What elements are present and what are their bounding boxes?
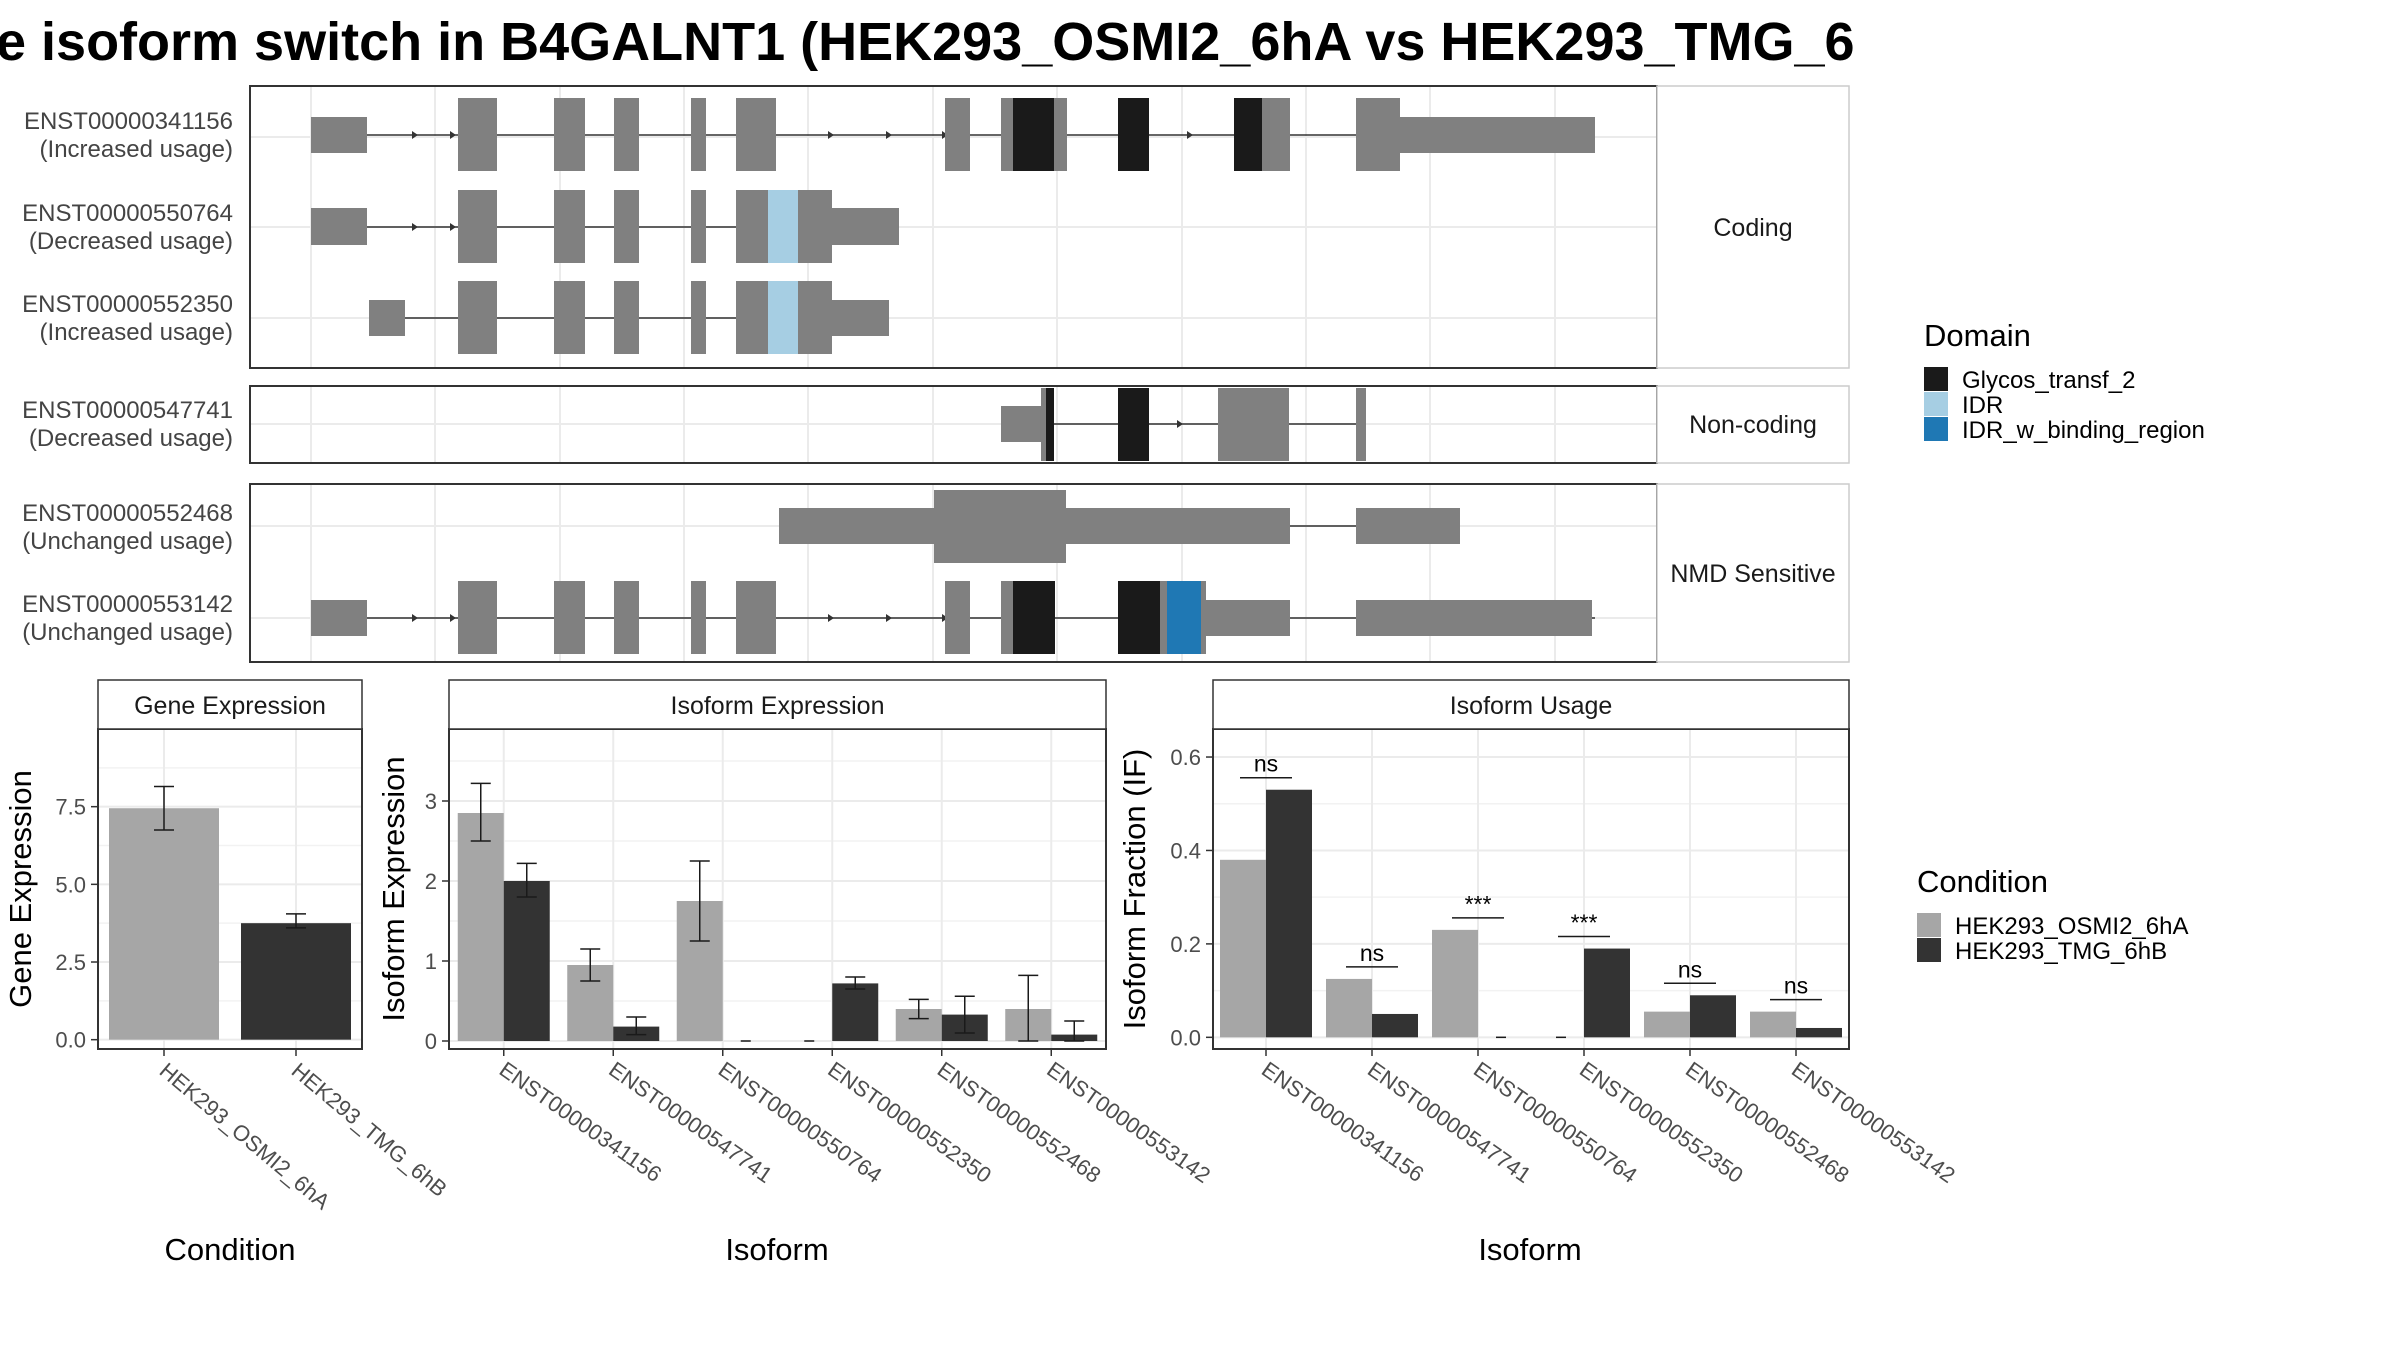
transcript-track-ENST00000552350 — [369, 281, 889, 354]
transcript-track-ENST00000552468 — [779, 490, 1460, 563]
bar — [503, 881, 550, 1041]
transcript-track-ENST00000341156 — [311, 98, 1595, 171]
condition-legend: Condition HEK293_OSMI2_6hA HEK293_TMG_6h… — [1917, 864, 2188, 965]
y-tick-label: 3 — [425, 789, 437, 814]
y-tick-label: 0.4 — [1170, 838, 1201, 863]
bar — [1690, 995, 1736, 1038]
x-axis-title: Isoform — [725, 1232, 828, 1267]
significance-label: ns — [1678, 956, 1702, 982]
legend-swatch-glycos-transf-2 — [1924, 367, 1948, 391]
isoform-usage-label: (Increased usage) — [40, 319, 233, 346]
bar — [1326, 978, 1372, 1038]
bar — [1644, 1011, 1690, 1038]
facet-label-coding: Coding — [1713, 214, 1792, 242]
legend-swatch-tmg — [1917, 938, 1941, 962]
bar — [832, 983, 879, 1041]
y-tick-label: 2.5 — [55, 950, 86, 975]
x-axis-title: Isoform — [1478, 1232, 1581, 1267]
transcript-track-ENST00000547741 — [1001, 388, 1366, 461]
significance-label: *** — [1571, 910, 1598, 936]
transcript-panel: Coding Non-coding NMD Sensitive ENST0000… — [22, 85, 1850, 663]
bar — [1584, 948, 1630, 1038]
isoform-id-label: ENST00000552350 — [22, 291, 233, 318]
significance-label: ns — [1360, 940, 1384, 966]
significance-label: ns — [1254, 751, 1278, 777]
legend-swatch-osmi2 — [1917, 913, 1941, 937]
facet-strip — [97, 679, 363, 730]
isoform-usage-label: (Decreased usage) — [29, 228, 233, 255]
domain-legend-title: Domain — [1924, 318, 2031, 353]
legend-label-idr-w-binding-region: IDR_w_binding_region — [1962, 417, 2205, 444]
facet-strip — [1212, 679, 1850, 730]
y-axis-title: Isoform Fraction (IF) — [1117, 749, 1152, 1030]
bar — [1372, 1013, 1418, 1038]
facet-label-non-coding: Non-coding — [1689, 411, 1817, 439]
transcript-grid — [250, 86, 1657, 662]
transcript-track-ENST00000550764 — [311, 190, 899, 263]
isoform-usage-label: (Unchanged usage) — [22, 619, 233, 646]
bar — [109, 808, 219, 1040]
isoform-id-label: ENST00000553142 — [22, 591, 233, 618]
plot-background — [1213, 729, 1849, 1049]
bar — [1432, 929, 1478, 1038]
y-axis-title: Isoform Expression — [376, 756, 411, 1021]
facet-strip-title: Isoform Expression — [671, 692, 885, 720]
x-axis-title: Condition — [165, 1232, 296, 1267]
y-tick-label: 0.0 — [55, 1028, 86, 1053]
transcript-track-ENST00000553142 — [311, 581, 1595, 654]
y-tick-label: 7.5 — [55, 795, 86, 820]
isoform-usage-label: (Increased usage) — [40, 136, 233, 163]
plot-background — [449, 729, 1106, 1049]
bar — [1220, 859, 1266, 1038]
isoform-id-label: ENST00000550764 — [22, 200, 233, 227]
y-tick-label: 0.6 — [1170, 745, 1201, 770]
domain-legend: Domain Glycos_transf_2 IDR IDR_w_binding… — [1924, 318, 2205, 444]
facet-strip-title: Gene Expression — [134, 692, 326, 720]
bar — [1266, 789, 1312, 1038]
isoform-id-label: ENST00000341156 — [24, 108, 233, 135]
y-tick-label: 1 — [425, 949, 437, 974]
y-tick-label: 2 — [425, 869, 437, 894]
facet-strip — [448, 679, 1107, 730]
significance-label: *** — [1465, 891, 1492, 917]
bar — [1750, 1011, 1796, 1038]
y-tick-label: 0.2 — [1170, 932, 1201, 957]
isoform-expression-chart: Isoform Expression0123ENST00000341156ENS… — [376, 679, 1215, 1267]
condition-legend-title: Condition — [1917, 864, 2048, 899]
figure-title: e isoform switch in B4GALNT1 (HEK293_OSM… — [0, 12, 1855, 72]
isoform-id-label: ENST00000552468 — [22, 500, 233, 527]
legend-swatch-idr — [1924, 392, 1948, 416]
legend-label-glycos-transf-2: Glycos_transf_2 — [1962, 367, 2135, 394]
isoform-usage-label: (Unchanged usage) — [22, 528, 233, 555]
facet-label-nmd-sensitive: NMD Sensitive — [1670, 560, 1835, 588]
isoform-usage-label: (Decreased usage) — [29, 425, 233, 452]
legend-label-idr: IDR — [1962, 392, 2003, 419]
significance-label: ns — [1784, 973, 1808, 999]
y-tick-label: 5.0 — [55, 872, 86, 897]
bar — [241, 923, 351, 1040]
isoform-id-label: ENST00000547741 — [22, 397, 233, 424]
bar — [457, 813, 504, 1041]
y-tick-label: 0.0 — [1170, 1025, 1201, 1050]
legend-label-tmg: HEK293_TMG_6hB — [1955, 938, 2167, 965]
legend-swatch-idr-w-binding-region — [1924, 417, 1948, 441]
y-tick-label: 0 — [425, 1029, 437, 1054]
legend-label-osmi2: HEK293_OSMI2_6hA — [1955, 913, 2188, 940]
y-axis-title: Gene Expression — [3, 770, 38, 1008]
bar — [1796, 1027, 1842, 1038]
facet-strip-title: Isoform Usage — [1450, 692, 1613, 720]
